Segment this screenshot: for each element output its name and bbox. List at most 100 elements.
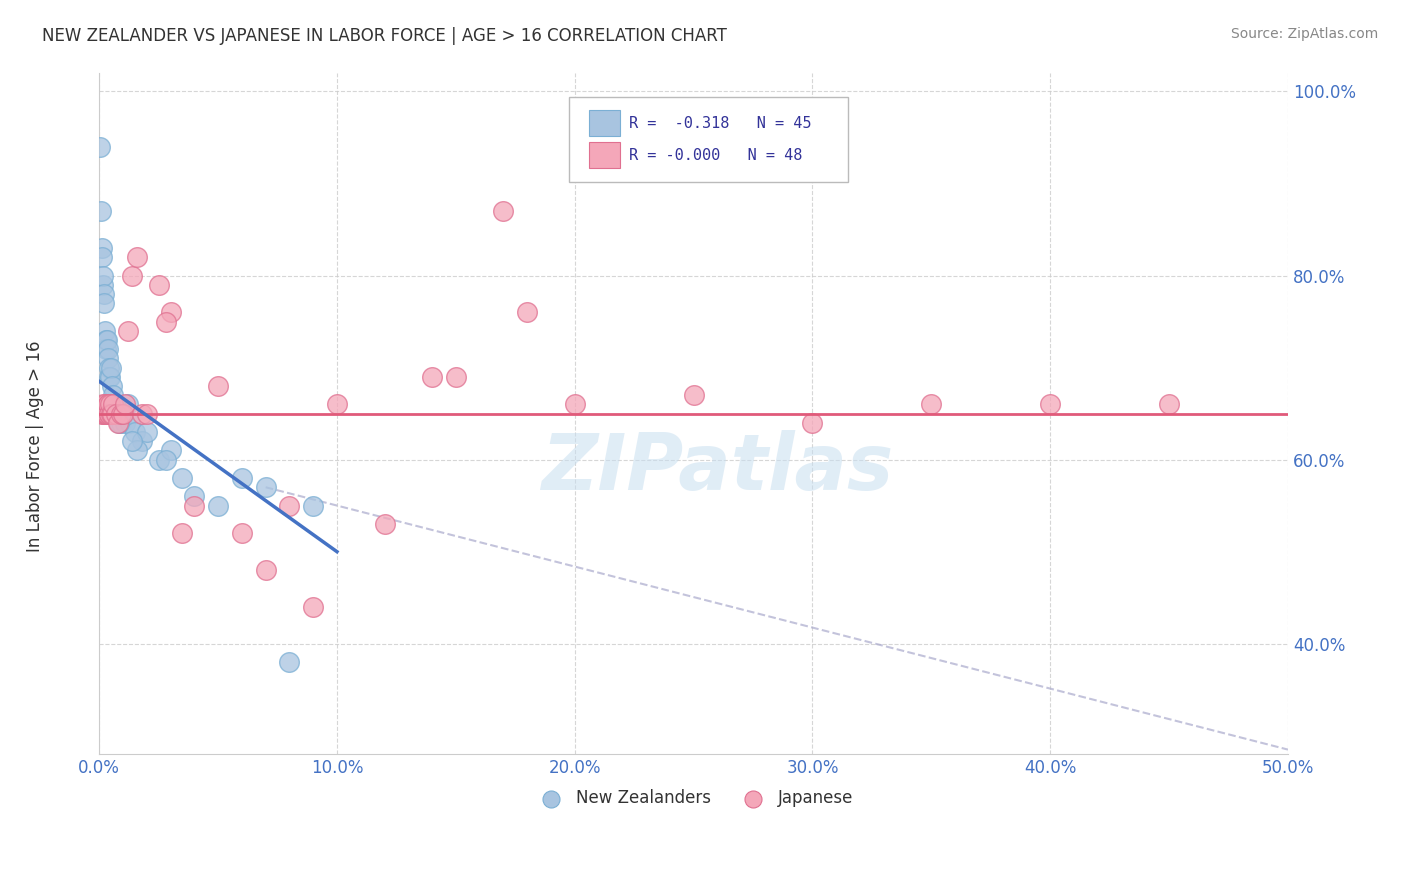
Point — [135, 407, 157, 421]
Point — [117, 324, 139, 338]
Point — [231, 526, 253, 541]
Text: Source: ZipAtlas.com: Source: ZipAtlas.com — [1230, 27, 1378, 41]
Bar — [589, 111, 620, 136]
Point — [103, 388, 125, 402]
Point — [107, 416, 129, 430]
Point — [172, 526, 194, 541]
Point — [90, 407, 112, 421]
Point — [110, 407, 132, 421]
Point — [207, 379, 229, 393]
Point — [96, 397, 118, 411]
Point — [104, 407, 127, 421]
Point — [103, 397, 125, 411]
Point — [131, 407, 153, 421]
Point — [90, 204, 112, 219]
Point — [124, 425, 146, 439]
Point — [93, 296, 115, 310]
Point — [148, 277, 170, 292]
Point — [420, 369, 443, 384]
Point — [682, 388, 704, 402]
Point — [97, 360, 120, 375]
Point — [101, 407, 124, 421]
Point — [373, 517, 395, 532]
Point — [564, 397, 586, 411]
Point — [104, 397, 127, 411]
Point — [107, 407, 129, 421]
FancyBboxPatch shape — [569, 97, 848, 182]
Point — [111, 407, 134, 421]
Point — [127, 250, 149, 264]
Legend: New Zealanders, Japanese: New Zealanders, Japanese — [527, 782, 859, 814]
Point — [91, 250, 114, 264]
Point — [172, 471, 194, 485]
Point — [121, 434, 143, 449]
Point — [326, 397, 349, 411]
Point — [110, 416, 132, 430]
Text: ZIPatlas: ZIPatlas — [541, 430, 893, 506]
Point — [98, 369, 121, 384]
Point — [97, 351, 120, 366]
Point — [1159, 397, 1181, 411]
Point — [96, 333, 118, 347]
Point — [97, 397, 120, 411]
Point — [127, 443, 149, 458]
Point — [93, 407, 115, 421]
Point — [89, 139, 111, 153]
Point — [97, 407, 120, 421]
Point — [183, 499, 205, 513]
Point — [91, 277, 114, 292]
Point — [114, 397, 136, 411]
Point — [516, 305, 538, 319]
Point — [108, 416, 131, 430]
Text: R = -0.000   N = 48: R = -0.000 N = 48 — [630, 148, 803, 163]
Point — [302, 599, 325, 614]
Point — [155, 314, 177, 328]
Point — [278, 499, 301, 513]
Point — [131, 434, 153, 449]
Point — [98, 397, 121, 411]
Bar — [589, 143, 620, 169]
Point — [94, 333, 117, 347]
Point — [302, 499, 325, 513]
Point — [207, 499, 229, 513]
Point — [1039, 397, 1062, 411]
Point — [920, 397, 942, 411]
Text: In Labor Force | Age > 16: In Labor Force | Age > 16 — [27, 340, 44, 552]
Point — [93, 287, 115, 301]
Point — [120, 416, 142, 430]
Point — [93, 268, 115, 283]
Point — [104, 397, 127, 411]
Point — [159, 305, 181, 319]
Point — [105, 407, 128, 421]
Point — [94, 324, 117, 338]
Point — [96, 407, 118, 421]
Text: NEW ZEALANDER VS JAPANESE IN LABOR FORCE | AGE > 16 CORRELATION CHART: NEW ZEALANDER VS JAPANESE IN LABOR FORCE… — [42, 27, 727, 45]
Point — [90, 241, 112, 255]
Point — [231, 471, 253, 485]
Point — [254, 563, 277, 577]
Point — [254, 480, 277, 494]
Point — [117, 397, 139, 411]
Point — [96, 342, 118, 356]
Point — [91, 397, 114, 411]
Point — [492, 204, 515, 219]
Point — [159, 443, 181, 458]
Point — [101, 379, 124, 393]
Point — [444, 369, 467, 384]
Text: R =  -0.318   N = 45: R = -0.318 N = 45 — [630, 116, 811, 131]
Point — [278, 655, 301, 669]
Point — [121, 268, 143, 283]
Point — [98, 369, 121, 384]
Point — [96, 407, 118, 421]
Point — [93, 407, 115, 421]
Point — [98, 407, 121, 421]
Point — [114, 416, 136, 430]
Point — [100, 407, 122, 421]
Point — [111, 407, 134, 421]
Point — [148, 452, 170, 467]
Point — [183, 490, 205, 504]
Point — [100, 360, 122, 375]
Point — [94, 407, 117, 421]
Point — [94, 397, 117, 411]
Point — [96, 342, 118, 356]
